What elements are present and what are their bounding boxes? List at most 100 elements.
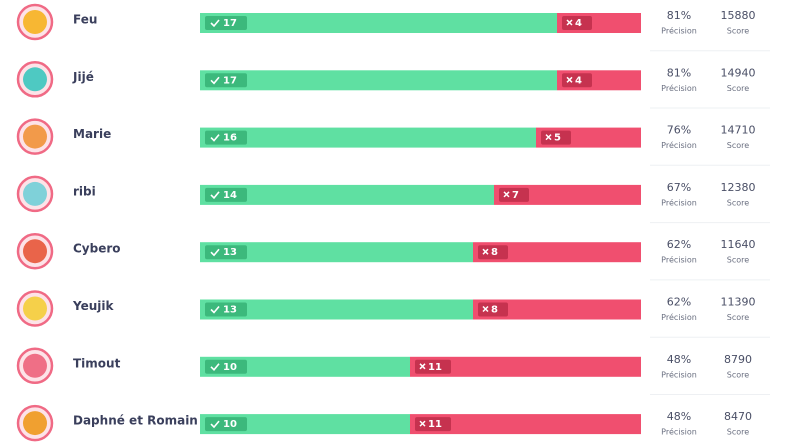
precision-label: Précision bbox=[661, 140, 697, 150]
score-value: 15880 bbox=[721, 9, 756, 22]
precision-label: Précision bbox=[661, 83, 697, 93]
score-value: 11640 bbox=[721, 238, 756, 251]
score-label: Score bbox=[727, 370, 749, 379]
correct-bar bbox=[200, 242, 473, 263]
player-name: Yeujik bbox=[72, 299, 114, 313]
check-icon bbox=[210, 191, 220, 200]
avatar bbox=[23, 239, 47, 264]
wrong-count: 4 bbox=[575, 18, 582, 29]
cross-icon bbox=[419, 420, 426, 427]
check-icon bbox=[210, 305, 220, 314]
check-icon bbox=[210, 76, 220, 85]
correct-badge bbox=[205, 130, 247, 145]
player-name: Marie bbox=[73, 127, 111, 141]
correct-badge bbox=[205, 359, 247, 374]
correct-bar bbox=[200, 184, 494, 205]
wrong-count: 11 bbox=[428, 362, 442, 373]
precision-label: Précision bbox=[661, 369, 697, 379]
score-label: Score bbox=[727, 313, 749, 322]
wrong-count: 7 bbox=[512, 190, 519, 201]
check-icon bbox=[210, 420, 220, 429]
cross-icon bbox=[503, 191, 510, 198]
correct-count: 17 bbox=[223, 75, 237, 86]
score-value: 11390 bbox=[721, 296, 756, 309]
score-value: 14940 bbox=[721, 66, 756, 79]
avatar bbox=[23, 353, 47, 378]
correct-badge bbox=[205, 187, 247, 202]
correct-count: 13 bbox=[223, 305, 237, 316]
precision-label: Précision bbox=[661, 197, 697, 207]
correct-count: 13 bbox=[223, 247, 237, 258]
correct-badge bbox=[205, 302, 247, 317]
correct-count: 17 bbox=[223, 18, 237, 29]
precision-label: Précision bbox=[661, 312, 697, 322]
check-icon bbox=[210, 134, 220, 142]
avatar bbox=[23, 296, 47, 321]
score-value: 8470 bbox=[724, 410, 752, 423]
wrong-bar bbox=[410, 414, 641, 435]
correct-count: 10 bbox=[223, 419, 237, 430]
check-icon bbox=[210, 19, 220, 28]
wrong-badge bbox=[562, 73, 592, 88]
score-label: Score bbox=[727, 256, 749, 265]
precision-label: Précision bbox=[661, 26, 697, 36]
player-name: Daphné et Romain bbox=[73, 414, 198, 428]
wrong-count: 5 bbox=[554, 133, 561, 144]
precision-value: 76% bbox=[667, 124, 691, 137]
precision-label: Précision bbox=[661, 255, 697, 265]
precision-value: 62% bbox=[667, 238, 691, 251]
wrong-badge bbox=[415, 359, 451, 374]
precision-label: Précision bbox=[661, 427, 697, 437]
score-value: 12380 bbox=[721, 181, 756, 194]
correct-badge bbox=[205, 417, 247, 432]
correct-badge bbox=[205, 16, 247, 30]
check-icon bbox=[210, 363, 220, 371]
correct-badge bbox=[205, 245, 247, 260]
wrong-bar bbox=[473, 242, 641, 263]
precision-value: 48% bbox=[667, 410, 691, 423]
correct-badge bbox=[205, 73, 247, 88]
player-name: Feu bbox=[73, 13, 97, 27]
correct-bar bbox=[200, 414, 410, 435]
score-value: 14710 bbox=[721, 124, 756, 137]
cross-icon bbox=[566, 76, 573, 83]
wrong-count: 4 bbox=[575, 75, 582, 86]
cross-icon bbox=[545, 134, 552, 141]
wrong-badge bbox=[478, 245, 508, 260]
precision-value: 62% bbox=[667, 296, 691, 309]
avatar bbox=[23, 411, 47, 436]
precision-value: 81% bbox=[667, 9, 691, 22]
score-label: Score bbox=[727, 428, 749, 437]
correct-bar bbox=[200, 13, 557, 33]
wrong-badge bbox=[541, 130, 571, 145]
avatar bbox=[23, 10, 47, 34]
wrong-bar bbox=[494, 184, 641, 205]
cross-icon bbox=[482, 248, 489, 255]
wrong-badge bbox=[562, 16, 592, 30]
correct-bar bbox=[200, 299, 473, 320]
correct-bar bbox=[200, 356, 410, 377]
correct-bar bbox=[200, 70, 557, 91]
player-name: Timout bbox=[73, 356, 121, 370]
check-icon bbox=[210, 248, 220, 257]
score-value: 8790 bbox=[724, 353, 752, 366]
player-name: Jijé bbox=[72, 70, 94, 84]
correct-count: 10 bbox=[223, 362, 237, 373]
score-label: Score bbox=[727, 198, 749, 207]
score-label: Score bbox=[727, 27, 749, 36]
score-label: Score bbox=[727, 141, 749, 150]
cross-icon bbox=[419, 363, 426, 370]
correct-count: 16 bbox=[223, 133, 237, 144]
avatar bbox=[23, 181, 47, 206]
wrong-badge bbox=[415, 417, 451, 432]
avatar bbox=[23, 67, 47, 92]
player-name: ribi bbox=[73, 184, 96, 198]
wrong-badge bbox=[499, 187, 529, 202]
cross-icon bbox=[566, 19, 573, 26]
wrong-badge bbox=[478, 302, 508, 317]
score-label: Score bbox=[727, 84, 749, 93]
correct-count: 14 bbox=[223, 190, 237, 201]
precision-value: 48% bbox=[667, 353, 691, 366]
wrong-bar bbox=[473, 299, 641, 320]
